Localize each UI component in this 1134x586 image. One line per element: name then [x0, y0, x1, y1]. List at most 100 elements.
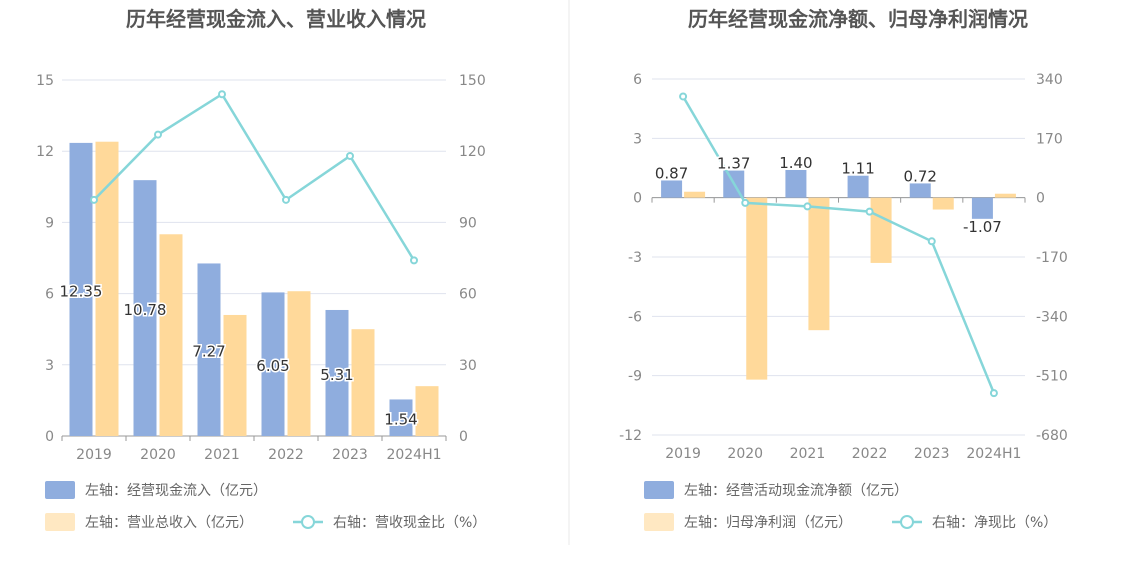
y-left-tick-label: 0 [633, 191, 642, 207]
line-point [154, 130, 162, 139]
bar-series-1 [69, 142, 93, 437]
bar-series-1 [389, 399, 413, 436]
y-left-tick-label: 0 [45, 429, 54, 445]
chart-panel-left: 历年经营现金流入、营业收入情况0369121503060901201502019… [36, 7, 486, 531]
bar-series-2 [932, 197, 954, 210]
legend-swatch-series-1 [45, 481, 75, 499]
y-right-tick-label: 340 [1036, 72, 1063, 88]
y-right-tick-label: -170 [1036, 250, 1068, 266]
bar-data-label: -1.07 [963, 218, 1002, 236]
y-right-tick-label: 0 [459, 429, 468, 445]
y-right-tick-label: 0 [1036, 191, 1045, 207]
bar-data-label: 7.27 [192, 343, 225, 361]
bar-series-2 [95, 141, 119, 436]
bar-data-label: 1.11 [841, 160, 874, 178]
bar-data-label: 6.05 [256, 357, 289, 375]
legend-swatch-series-2 [644, 513, 674, 531]
bar-series-1 [197, 263, 221, 436]
line-point [90, 195, 98, 204]
y-left-tick-label: 6 [633, 72, 642, 88]
bar-series-2 [870, 197, 892, 263]
line-point [865, 207, 874, 216]
bar-series-1 [971, 197, 993, 219]
legend-swatch-series-2 [45, 513, 75, 531]
legend-label: 左轴：归母净利润（亿元） [684, 514, 852, 531]
x-category-label: 2022 [268, 447, 304, 463]
x-category-label: 2019 [665, 446, 701, 462]
bar-series-2 [415, 386, 439, 436]
chart-title: 历年经营现金流入、营业收入情况 [126, 7, 426, 31]
y-left-tick-label: 3 [45, 358, 54, 374]
bar-series-1 [261, 292, 285, 436]
bar-series-1 [133, 180, 157, 436]
line-series [93, 92, 416, 262]
y-left-tick-label: 12 [36, 144, 54, 160]
bar-series-2 [994, 193, 1016, 198]
bar-series-2 [808, 197, 830, 331]
y-right-tick-label: 30 [459, 358, 477, 374]
chart-title: 历年经营现金流净额、归母净利润情况 [688, 7, 1028, 31]
bar-series-2 [159, 234, 183, 436]
y-left-tick-label: 9 [45, 215, 54, 231]
y-right-tick-label: -510 [1036, 369, 1068, 385]
legend-line-marker [900, 515, 914, 529]
legend-label: 右轴：营收现金比（%） [333, 515, 486, 531]
line-point [927, 237, 936, 246]
x-category-label: 2021 [204, 447, 240, 463]
x-category-label: 2020 [140, 447, 176, 463]
x-category-label: 2019 [76, 447, 112, 463]
y-right-tick-label: -680 [1036, 428, 1068, 444]
bar-series-2 [684, 191, 706, 198]
x-category-label: 2022 [852, 446, 888, 462]
y-left-tick-label: -12 [619, 428, 642, 444]
y-left-tick-label: -6 [628, 309, 642, 325]
line-point [346, 151, 354, 160]
bar-data-label: 12.35 [60, 282, 103, 300]
bar-series-1 [325, 309, 349, 436]
line-point [282, 195, 290, 204]
y-right-tick-label: 90 [459, 215, 477, 231]
legend-label: 左轴：营业总收入（亿元） [85, 515, 253, 531]
y-right-tick-label: 170 [1036, 131, 1063, 147]
line-series [682, 95, 996, 394]
legend-swatch-series-1 [644, 481, 674, 499]
y-left-tick-label: -9 [628, 369, 642, 385]
line-point [679, 92, 688, 101]
bar-series-2 [223, 314, 247, 436]
bar-series-2 [351, 329, 375, 436]
y-left-tick-label: 15 [36, 73, 54, 89]
chart-panel-right: 历年经营现金流净额、归母净利润情况 -12 -9 -6 -3 0 3 6 -680 -510 -34… [619, 7, 1068, 531]
x-category-label: 2020 [727, 446, 763, 462]
x-category-label: 2024H1 [966, 446, 1021, 462]
y-left-tick-label: 6 [45, 287, 54, 303]
bar-data-label: 5.31 [320, 366, 353, 384]
line-point [218, 90, 226, 99]
line-point [410, 256, 418, 265]
y-right-tick-label: -340 [1036, 309, 1068, 325]
bar-data-label: 1.54 [384, 411, 417, 429]
line-point [803, 202, 812, 211]
legend-label: 左轴：经营活动现金流净额（亿元） [684, 483, 908, 499]
bar-series-1 [847, 175, 869, 198]
legend-label: 右轴：净现比（%） [932, 515, 1057, 531]
bar-data-label: 10.78 [124, 301, 167, 319]
x-category-label: 2023 [332, 447, 368, 463]
y-left-tick-label: -3 [628, 250, 642, 266]
bar-series-1 [785, 169, 807, 198]
bar-data-label: 1.37 [717, 155, 750, 173]
bar-series-1 [661, 180, 683, 198]
bar-data-label: 0.87 [655, 164, 688, 182]
y-right-tick-label: 120 [459, 144, 486, 160]
bar-data-label: 0.72 [904, 167, 937, 185]
legend-line-marker [301, 515, 315, 529]
x-category-label: 2023 [914, 446, 950, 462]
bar-series-2 [287, 291, 311, 436]
line-point [989, 389, 998, 398]
y-right-tick-label: 150 [459, 73, 486, 89]
x-category-label: 2021 [790, 446, 826, 462]
line-point [741, 198, 750, 207]
y-right-tick-label: 60 [459, 287, 477, 303]
bar-series-2 [746, 197, 768, 380]
